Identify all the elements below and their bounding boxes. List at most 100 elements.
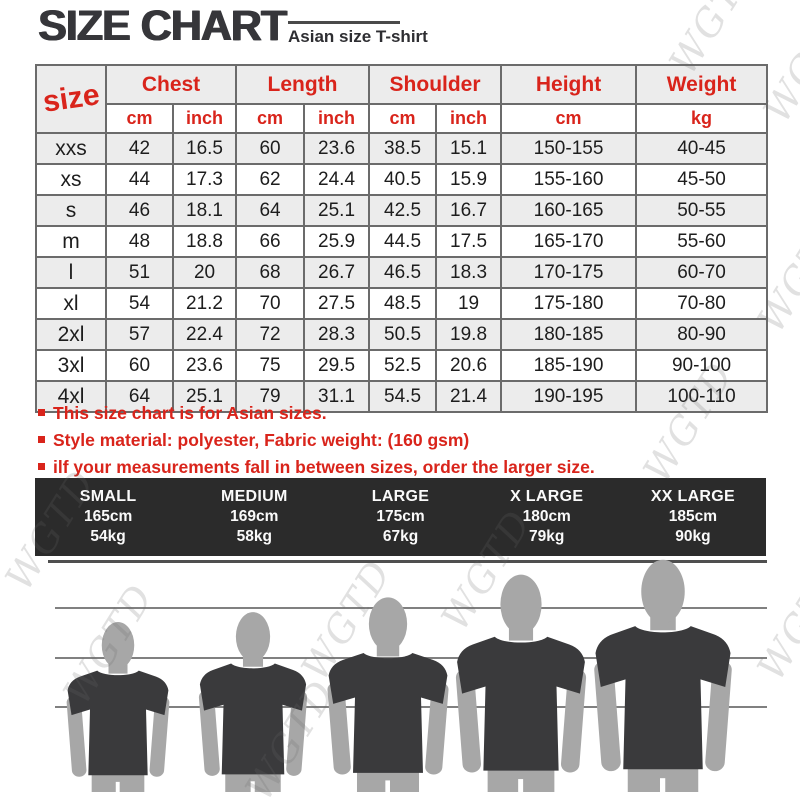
note-text: Style material: polyester, Fabric weight… — [53, 430, 470, 450]
value-cell: 54.5 — [368, 380, 438, 413]
table-row: xxs 42 16.5 60 23.6 38.5 15.1 150-155 40-45 — [35, 132, 769, 165]
size-cell: m — [35, 225, 107, 258]
value-cell: 26.7 — [303, 256, 371, 289]
value-cell: 190-195 — [500, 380, 638, 413]
value-cell: 21.4 — [435, 380, 503, 413]
value-cell: 23.6 — [303, 132, 371, 165]
banner-size-name: LARGE — [371, 488, 430, 505]
value-cell: 46.5 — [368, 256, 438, 289]
value-cell: 28.3 — [303, 318, 371, 351]
banner-col-xxlarge: XX LARGE 185cm 90kg — [620, 478, 766, 556]
value-cell: 40-45 — [635, 132, 769, 165]
size-cell: xs — [35, 163, 107, 196]
banner-weight: 79kg — [529, 528, 565, 545]
value-cell: 48 — [105, 225, 174, 258]
value-cell: 50-55 — [635, 194, 769, 227]
value-cell: 46 — [105, 194, 174, 227]
value-cell: 165-170 — [500, 225, 638, 258]
banner-height: 180cm — [522, 508, 571, 525]
value-cell: 150-155 — [500, 132, 638, 165]
banner-size-name: MEDIUM — [220, 488, 288, 505]
note-item: ilf your measurements fall in between si… — [38, 454, 595, 481]
size-summary-banner: SMALL 165cm 54kg MEDIUM 169cm 58kg LARGE… — [35, 478, 766, 556]
value-cell: 54 — [105, 287, 174, 320]
value-cell: 45-50 — [635, 163, 769, 196]
column-header-size: size — [35, 64, 107, 134]
size-table-body: xxs 42 16.5 60 23.6 38.5 15.1 150-155 40-45 xs 44 1… — [35, 132, 769, 413]
size-cell: xxs — [35, 132, 107, 165]
table-row: m 48 18.8 66 25.9 44.5 17.5 165-170 55-60 — [35, 225, 769, 258]
banner-col-small: SMALL 165cm 54kg — [35, 478, 181, 556]
value-cell: 24.4 — [303, 163, 371, 196]
value-cell: 16.5 — [171, 132, 238, 165]
banner-col-large: LARGE 175cm 67kg — [327, 478, 473, 556]
size-table-header: size Chest Length Shoulder Height Weight… — [35, 64, 769, 134]
unit-header-length-inch: inch — [303, 103, 371, 134]
value-cell: 51 — [105, 256, 174, 289]
value-cell: 64 — [105, 380, 174, 413]
tshirt-man-silhouette-small — [62, 620, 174, 792]
banner-weight: 58kg — [236, 528, 272, 545]
value-cell: 66 — [235, 225, 306, 258]
value-cell: 23.6 — [171, 349, 238, 382]
value-cell: 52.5 — [368, 349, 438, 382]
value-cell: 15.1 — [435, 132, 503, 165]
value-cell: 20 — [171, 256, 238, 289]
value-cell: 44.5 — [368, 225, 438, 258]
banner-height: 175cm — [376, 508, 425, 525]
value-cell: 18.3 — [435, 256, 503, 289]
note-item: Style material: polyester, Fabric weight… — [38, 427, 595, 454]
value-cell: 160-165 — [500, 194, 638, 227]
value-cell: 75 — [235, 349, 306, 382]
size-cell: xl — [35, 287, 107, 320]
value-cell: 90-100 — [635, 349, 769, 382]
value-cell: 17.3 — [171, 163, 238, 196]
value-cell: 17.5 — [435, 225, 503, 258]
watermark-text: WGTD — [748, 551, 800, 689]
value-cell: 48.5 — [368, 287, 438, 320]
table-row: xs 44 17.3 62 24.4 40.5 15.9 155-160 45-50 — [35, 163, 769, 196]
banner-size-name: X LARGE — [510, 488, 584, 505]
size-cell: 4xl — [35, 380, 107, 413]
value-cell: 185-190 — [500, 349, 638, 382]
value-cell: 180-185 — [500, 318, 638, 351]
column-header-shoulder: Shoulder — [368, 64, 503, 105]
tshirt-man-silhouette-large — [322, 595, 454, 792]
value-cell: 100-110 — [635, 380, 769, 413]
bullet-square-icon — [38, 463, 45, 470]
value-cell: 60 — [105, 349, 174, 382]
table-row: 2xl 57 22.4 72 28.3 50.5 19.8 180-185 80-90 — [35, 318, 769, 351]
size-cell: s — [35, 194, 107, 227]
banner-height: 169cm — [230, 508, 279, 525]
note-text: This size chart is for Asian sizes. — [53, 403, 327, 423]
banner-col-medium: MEDIUM 169cm 58kg — [181, 478, 327, 556]
table-row: xl 54 21.2 70 27.5 48.5 19 175-180 70-80 — [35, 287, 769, 320]
value-cell: 44 — [105, 163, 174, 196]
value-cell: 20.6 — [435, 349, 503, 382]
banner-weight: 54kg — [90, 528, 126, 545]
banner-col-xlarge: X LARGE 180cm 79kg — [474, 478, 620, 556]
unit-header-chest-cm: cm — [105, 103, 174, 134]
lineup-line — [55, 607, 767, 609]
column-header-weight: Weight — [635, 64, 769, 105]
unit-header-weight-kg: kg — [635, 103, 769, 134]
column-header-height: Height — [500, 64, 638, 105]
value-cell: 55-60 — [635, 225, 769, 258]
notes-list: This size chart is for Asian sizes. Styl… — [38, 400, 595, 481]
subtitle-divider — [288, 21, 400, 24]
lineup-line — [48, 560, 767, 563]
banner-size-name: SMALL — [79, 488, 137, 505]
value-cell: 31.1 — [303, 380, 371, 413]
value-cell: 70-80 — [635, 287, 769, 320]
value-cell: 60 — [235, 132, 306, 165]
value-cell: 64 — [235, 194, 306, 227]
size-cell: l — [35, 256, 107, 289]
value-cell: 19.8 — [435, 318, 503, 351]
bullet-square-icon — [38, 436, 45, 443]
value-cell: 40.5 — [368, 163, 438, 196]
column-header-chest: Chest — [104, 64, 238, 105]
value-cell: 68 — [235, 256, 306, 289]
value-cell: 60-70 — [635, 256, 769, 289]
table-row: s 46 18.1 64 25.1 42.5 16.7 160-165 50-55 — [35, 194, 769, 227]
